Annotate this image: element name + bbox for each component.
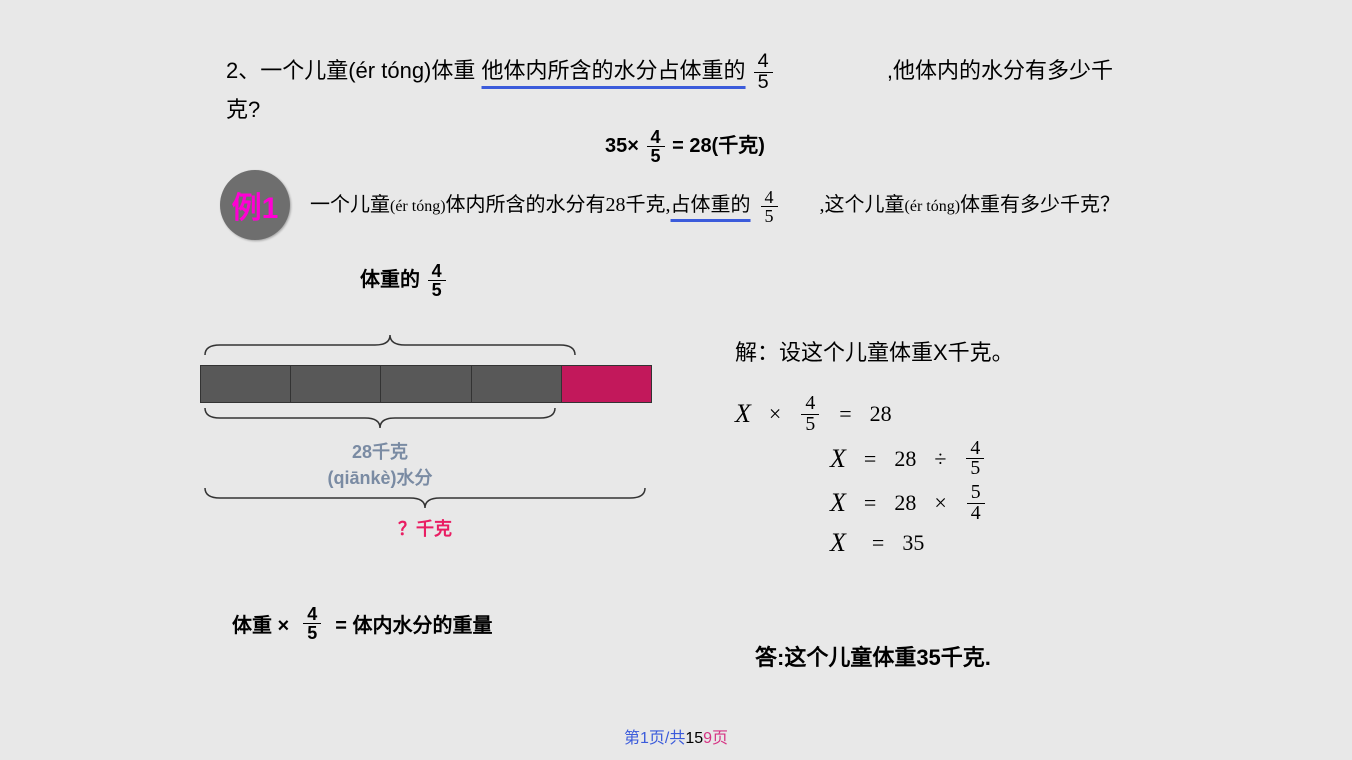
bar-seg-2: [291, 366, 381, 402]
mid-brace: [200, 405, 560, 433]
word-equation: 体重 × 4 5 = 体内水分的重量: [232, 605, 493, 642]
solution-intro: 解：设这个儿童体重X千克。: [735, 335, 1014, 367]
top-brace: [200, 330, 580, 360]
example-row: 例1 一个儿童(ér tóng)体内所含的水分有28千克,占体重的 4 5 ,这…: [220, 170, 1140, 240]
page-footer: 第1页/共159页: [0, 724, 1352, 748]
p2-underlined: 他体内所含的水分占体重的: [422, 58, 746, 83]
eq-frac: 4 5: [303, 605, 321, 642]
bottom-label: ？千克: [200, 515, 650, 541]
bar-seg-5: [562, 366, 651, 402]
diagram-top-frac: 4 5: [428, 262, 446, 299]
bar-seg-4: [472, 366, 562, 402]
sol-line-4: X = 35: [830, 528, 1155, 558]
example-text: 一个儿童(ér tóng)体内所含的水分有28千克,占体重的 4 5 ,这个儿童…: [310, 170, 1140, 225]
bar-seg-3: [381, 366, 471, 402]
sol-line-2: X = 28 ÷ 45: [830, 439, 1155, 480]
sol-line-1: X × 45 = 28: [735, 394, 1155, 435]
solution-answer: 答:这个儿童体重35千克.: [755, 640, 991, 672]
problem-2: 2、一个儿童(ér tóng)体重 他体内所含的水分占体重的 4 5 ,他体内的…: [226, 52, 1146, 126]
mid-label: 28千克 (qiānkè)水分: [200, 438, 560, 490]
calc-fraction: 4 5: [647, 128, 665, 165]
bar-diagram: [200, 365, 652, 403]
calc-line: 35× 4 5 = 28(千克): [605, 128, 765, 165]
example-badge: 例1: [220, 170, 290, 240]
solution-lines: X × 45 = 28 X = 28 ÷ 45 X = 28 × 54 X = …: [735, 390, 1155, 562]
bar-seg-1: [201, 366, 291, 402]
diagram-top-label: 体重的 4 5: [360, 262, 448, 299]
sol-line-3: X = 28 × 54: [830, 483, 1155, 524]
bottom-brace: [200, 485, 650, 513]
ex1-fraction: 4 5: [761, 188, 778, 225]
p2-fraction: 4 5: [754, 52, 773, 93]
ex1-underlined: 占体重的: [671, 194, 811, 216]
